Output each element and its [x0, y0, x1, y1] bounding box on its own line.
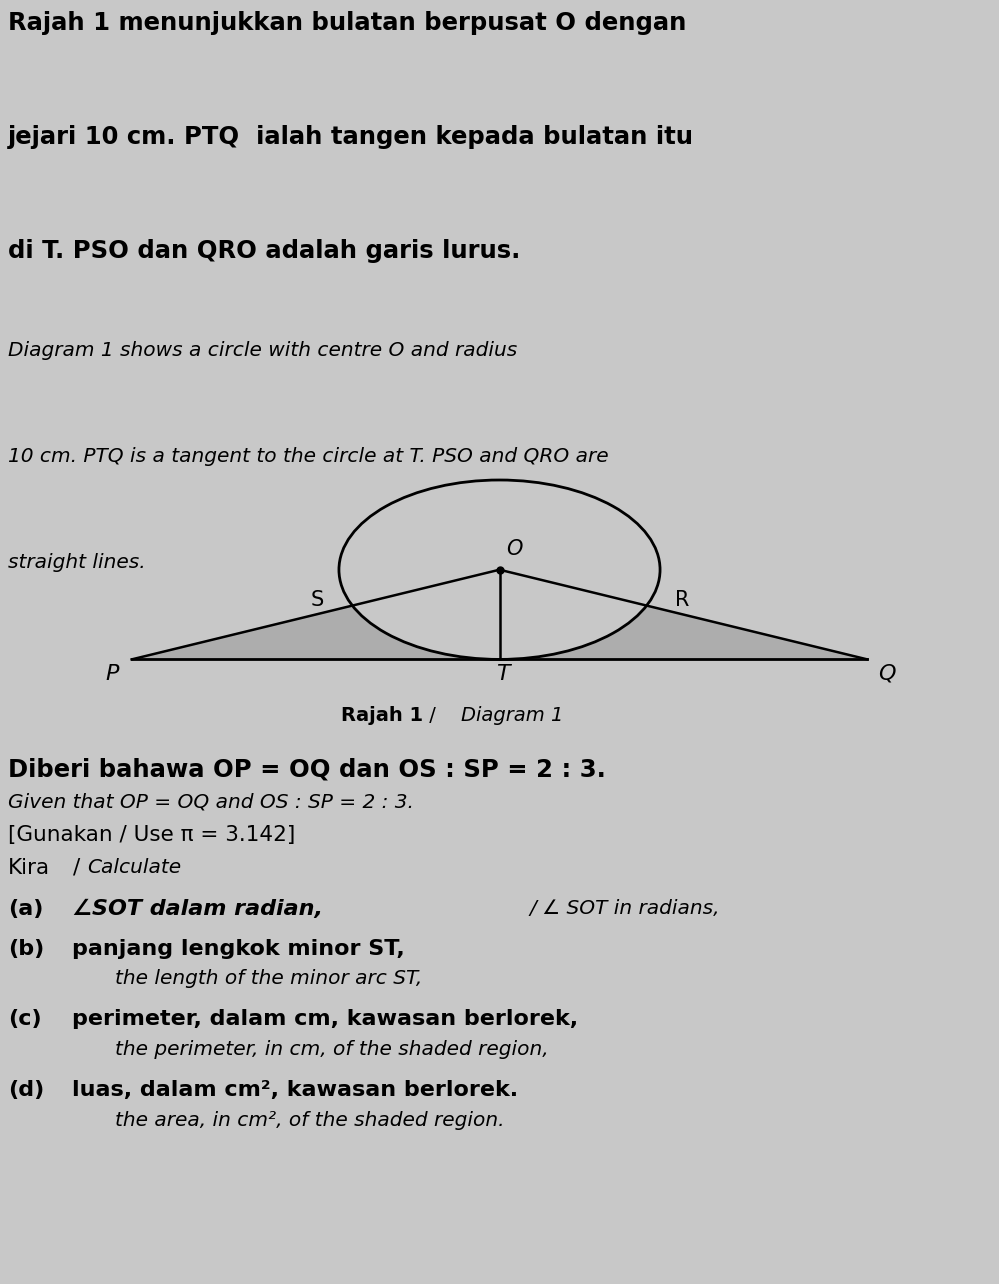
Text: the length of the minor arc ST,: the length of the minor arc ST,: [115, 969, 423, 989]
Text: P: P: [106, 664, 119, 684]
Text: (a): (a): [8, 899, 43, 919]
Text: straight lines.: straight lines.: [8, 553, 146, 571]
Text: Calculate: Calculate: [87, 858, 181, 877]
Text: T: T: [496, 664, 509, 684]
Text: di T. PSO dan QRO adalah garis lurus.: di T. PSO dan QRO adalah garis lurus.: [8, 239, 520, 263]
Text: O: O: [505, 539, 522, 559]
Text: the perimeter, in cm, of the shaded region,: the perimeter, in cm, of the shaded regi…: [115, 1040, 548, 1059]
Polygon shape: [132, 606, 867, 660]
Text: perimeter, dalam cm, kawasan berlorek,: perimeter, dalam cm, kawasan berlorek,: [72, 1009, 578, 1030]
Text: /: /: [423, 706, 442, 725]
Text: luas, dalam cm², kawasan berlorek.: luas, dalam cm², kawasan berlorek.: [72, 1080, 518, 1100]
Text: jejari 10 cm. PTQ  ialah tangen kepada bulatan itu: jejari 10 cm. PTQ ialah tangen kepada bu…: [8, 125, 694, 149]
Text: Rajah 1 menunjukkan bulatan berpusat O dengan: Rajah 1 menunjukkan bulatan berpusat O d…: [8, 12, 686, 36]
Text: Given that OP = OQ and OS : SP = 2 : 3.: Given that OP = OQ and OS : SP = 2 : 3.: [8, 792, 414, 811]
Text: 10 cm. PTQ is a tangent to the circle at T. PSO and QRO are: 10 cm. PTQ is a tangent to the circle at…: [8, 447, 608, 466]
Text: Rajah 1: Rajah 1: [341, 706, 423, 725]
Text: panjang lengkok minor ST,: panjang lengkok minor ST,: [72, 939, 405, 959]
Text: ∠SOT dalam radian,: ∠SOT dalam radian,: [72, 899, 323, 919]
Text: Q: Q: [878, 664, 895, 684]
Text: Diagram 1: Diagram 1: [462, 706, 563, 725]
Text: /: /: [73, 858, 80, 878]
Text: S: S: [311, 591, 324, 610]
Text: the area, in cm², of the shaded region.: the area, in cm², of the shaded region.: [115, 1111, 504, 1130]
Text: Diberi bahawa OP = OQ dan OS : SP = 2 : 3.: Diberi bahawa OP = OQ dan OS : SP = 2 : …: [8, 758, 605, 782]
Text: (b): (b): [8, 939, 44, 959]
Text: (c): (c): [8, 1009, 42, 1030]
Text: (d): (d): [8, 1080, 44, 1100]
Text: Kira: Kira: [8, 858, 50, 878]
Text: [Gunakan / Use π = 3.142]: [Gunakan / Use π = 3.142]: [8, 826, 296, 845]
Text: / ∠ SOT in radians,: / ∠ SOT in radians,: [529, 899, 720, 918]
Text: R: R: [674, 591, 689, 610]
Text: Diagram 1 shows a circle with centre O and radius: Diagram 1 shows a circle with centre O a…: [8, 342, 517, 360]
